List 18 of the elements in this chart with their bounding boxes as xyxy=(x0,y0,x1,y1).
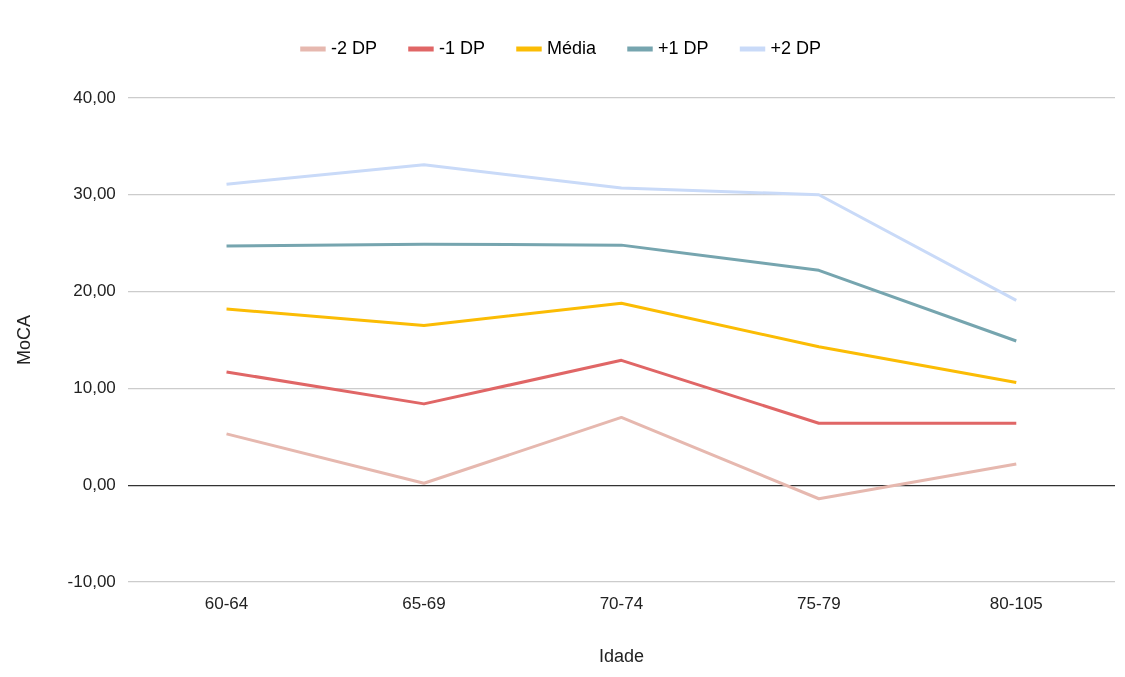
y-tick-label: 10,00 xyxy=(73,378,116,398)
legend-label: -2 DP xyxy=(330,37,377,58)
y-axis-title: MoCA xyxy=(13,314,34,366)
legend-label: -1 DP xyxy=(438,37,485,58)
legend-label: +2 DP xyxy=(770,37,822,58)
x-axis-title: Idade xyxy=(598,646,644,667)
legend-label: Média xyxy=(546,37,597,58)
x-tick-label: 80-105 xyxy=(989,593,1043,613)
legend-label: +1 DP xyxy=(658,37,709,58)
x-tick-label: 75-79 xyxy=(797,593,841,613)
y-tick-label: 40,00 xyxy=(73,87,116,107)
y-tick-label: 30,00 xyxy=(73,184,116,204)
y-tick-label: -10,00 xyxy=(67,571,116,591)
y-tick-label: 0,00 xyxy=(82,474,116,494)
x-tick-label: 65-69 xyxy=(402,593,446,613)
x-tick-label: 70-74 xyxy=(599,593,644,613)
y-tick-label: 20,00 xyxy=(73,281,116,301)
x-tick-label: 60-64 xyxy=(204,593,249,613)
